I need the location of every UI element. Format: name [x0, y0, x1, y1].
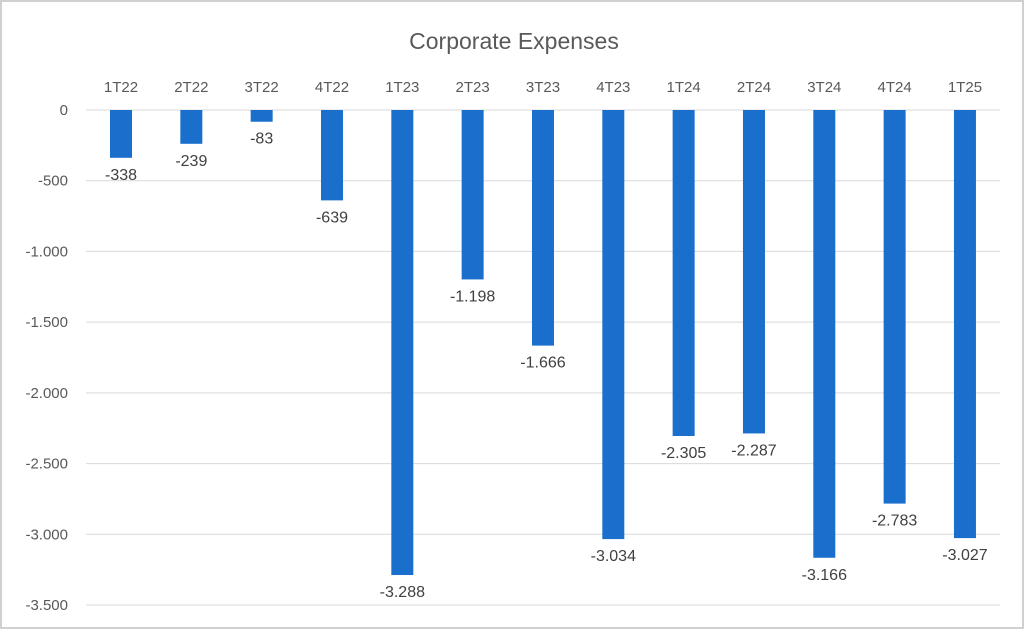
- chart-title: Corporate Expenses: [409, 28, 619, 54]
- x-tick-label: 4T22: [315, 79, 349, 96]
- y-tick-label: -1.500: [25, 314, 68, 331]
- bar: [742, 110, 765, 434]
- data-label: -3.034: [591, 548, 636, 565]
- x-tick-label: 4T24: [878, 79, 912, 96]
- data-label: -338: [105, 167, 137, 184]
- data-label: -3.027: [942, 547, 987, 564]
- data-label: -639: [316, 209, 348, 226]
- data-label: -2.305: [661, 445, 706, 462]
- data-label: -1.666: [520, 355, 565, 372]
- y-tick-label: -500: [38, 173, 68, 190]
- bar: [461, 110, 484, 280]
- y-tick-label: -2.000: [25, 385, 68, 402]
- bar: [320, 110, 343, 201]
- x-tick-label: 1T25: [948, 79, 982, 96]
- data-label: -3.166: [802, 567, 847, 584]
- bar: [672, 110, 695, 436]
- bar: [391, 110, 414, 576]
- bar: [602, 110, 625, 540]
- y-tick-label: -2.500: [25, 456, 68, 473]
- bar: [813, 110, 836, 558]
- data-label: -1.198: [450, 288, 495, 305]
- data-label: -239: [175, 153, 207, 170]
- x-tick-label: 1T24: [667, 79, 701, 96]
- bar: [883, 110, 906, 504]
- data-label: -83: [250, 131, 273, 148]
- x-tick-label: 3T24: [807, 79, 841, 96]
- y-tick-label: -3.500: [25, 597, 68, 614]
- x-tick-label: 1T23: [385, 79, 419, 96]
- x-tick-label: 2T22: [174, 79, 208, 96]
- y-tick-label: -1.000: [25, 243, 68, 260]
- x-tick-label: 2T23: [456, 79, 490, 96]
- bar: [180, 110, 203, 144]
- x-tick-label: 3T22: [245, 79, 279, 96]
- x-tick-label: 3T23: [526, 79, 560, 96]
- y-tick-label: 0: [60, 102, 68, 119]
- bar: [110, 110, 132, 158]
- bar: [250, 110, 273, 122]
- y-tick-label: -3.000: [25, 526, 68, 543]
- data-label: -2.287: [731, 442, 776, 459]
- data-label: -2.783: [872, 513, 917, 530]
- bar: [531, 110, 554, 346]
- x-tick-label: 4T23: [596, 79, 630, 96]
- x-tick-label: 2T24: [737, 79, 771, 96]
- x-tick-label: 1T22: [104, 79, 138, 96]
- bar: [953, 110, 976, 539]
- data-label: -3.288: [380, 584, 425, 601]
